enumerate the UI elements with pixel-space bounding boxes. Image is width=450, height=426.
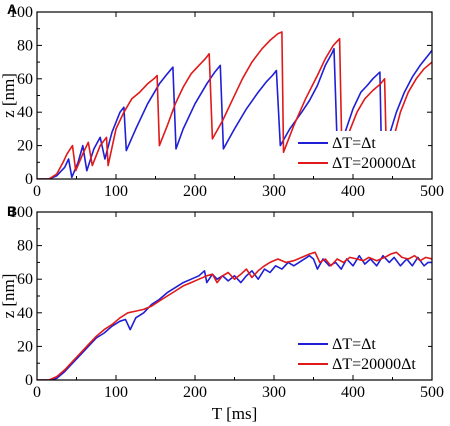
panel-a-x-tick-label: 200 <box>183 183 207 200</box>
panel-b-x-tick-label: 500 <box>420 384 444 401</box>
panel-b-y-tick-label: 40 <box>17 305 33 322</box>
panel-a-legend-label: ΔT=Δt <box>332 135 376 152</box>
panel-a-legend-box <box>294 131 428 173</box>
panel-b-panel-label: B <box>7 203 17 219</box>
panel-a-series-line-red <box>37 31 432 179</box>
panel-a-y-tick-label: 20 <box>17 138 33 155</box>
panel-b-legend-box <box>294 332 428 374</box>
panel-a-y-tick-label: 80 <box>17 37 33 54</box>
panel-b: 0 100 200 300 400 500 0 20 40 60 80 100 z [nm] T [ms]… <box>0 203 444 423</box>
panel-b-y-tick-label: 0 <box>25 372 33 389</box>
panel-b-x-tick-label: 100 <box>104 384 128 401</box>
panel-b-y-tick-label: 20 <box>17 338 33 355</box>
panel-a-y-tick-label: 0 <box>25 171 33 188</box>
panel-a-y-tick-label: 60 <box>17 71 33 88</box>
panel-b-series-line-blue <box>37 254 432 380</box>
panel-a-x-tick-label: 300 <box>262 183 286 200</box>
panel-a-x-tick-label: 0 <box>33 183 41 200</box>
panel-a-series-line-blue <box>37 47 432 179</box>
panel-b-legend-label: ΔT=20000Δt <box>332 356 416 373</box>
panel-b-x-tick-label: 300 <box>262 384 286 401</box>
panel-b-x-tick-label: 0 <box>33 384 41 401</box>
panel-a: 0 100 200 300 400 500 0 20 40 60 80 100 z [nm] A ΔT=Δt… <box>0 1 444 200</box>
panel-a-x-tick-label: 500 <box>420 183 444 200</box>
panel-b-x-tick-label: 400 <box>341 384 365 401</box>
panel-b-legend-label: ΔT=Δt <box>332 336 376 353</box>
panel-b-y-tick-label: 80 <box>17 238 33 255</box>
panel-b-y-axis-label: z [nm] <box>0 274 18 319</box>
panel-b-x-axis-label: T [ms] <box>212 404 258 423</box>
panel-b-y-tick-label: 60 <box>17 271 33 288</box>
panel-b-x-tick-label: 200 <box>183 384 207 401</box>
panel-a-panel-label: A <box>7 1 17 17</box>
panel-a-y-axis-label: z [nm] <box>0 73 18 118</box>
panel-a-x-tick-label: 100 <box>104 183 128 200</box>
panel-a-y-tick-label: 100 <box>9 4 33 21</box>
panel-a-x-tick-label: 400 <box>341 183 365 200</box>
panel-b-series-line-red <box>37 251 432 380</box>
panel-a-y-tick-label: 40 <box>17 104 33 121</box>
panel-b-y-tick-label: 100 <box>9 204 33 221</box>
panel-a-legend-label: ΔT=20000Δt <box>332 155 416 172</box>
